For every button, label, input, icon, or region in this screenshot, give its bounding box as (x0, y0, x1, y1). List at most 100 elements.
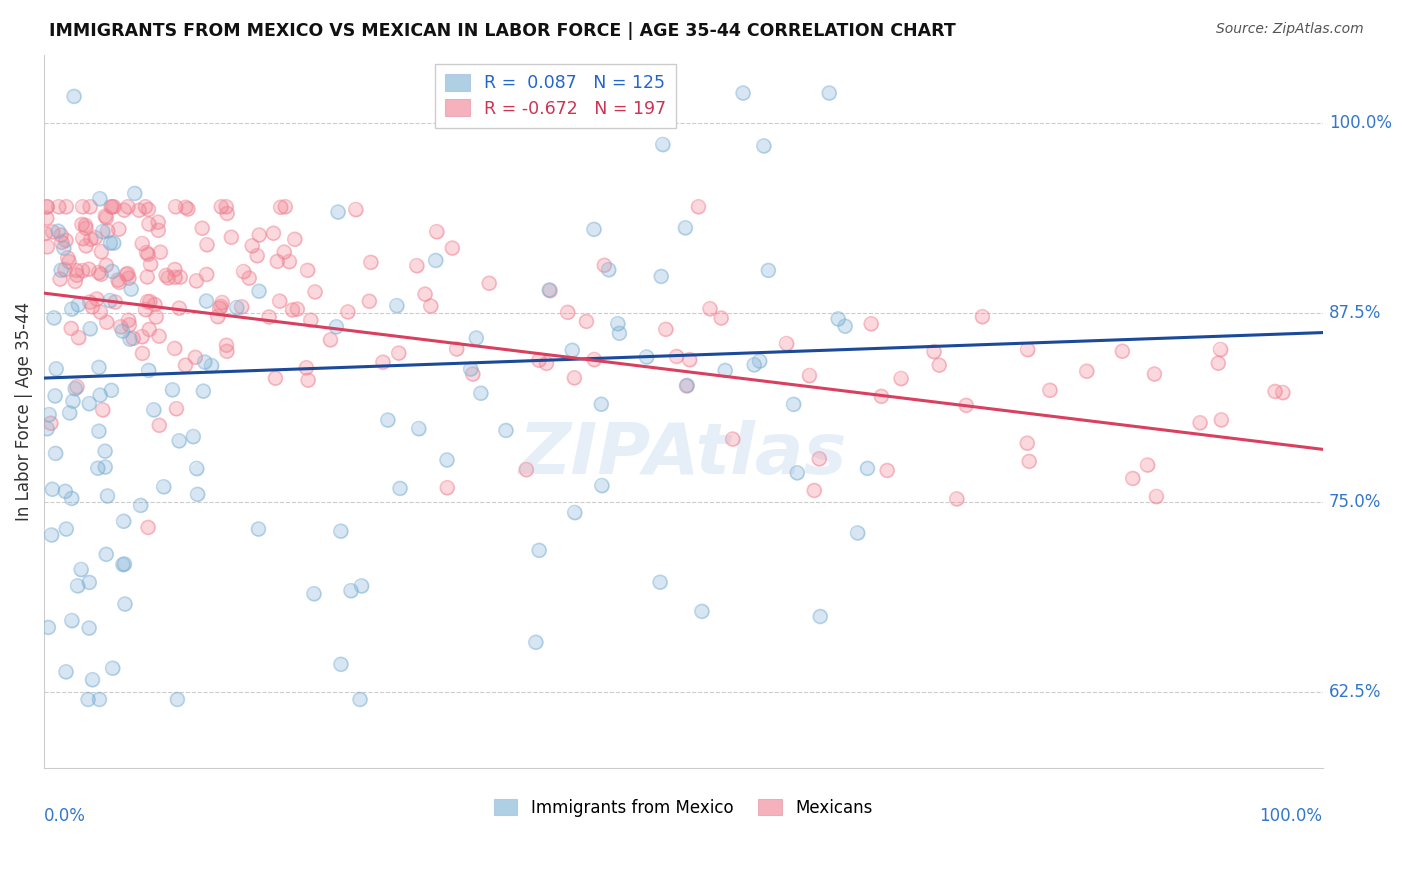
Point (49, 263, 72, 277)
Text: 100.0%: 100.0% (1329, 114, 1392, 132)
Point (269, 294, 291, 309)
Point (527, 543, 550, 558)
Point (405, 259, 427, 273)
Point (136, 247, 159, 261)
Point (856, 461, 879, 475)
Point (60, 491, 83, 506)
Point (60, 614, 83, 628)
Point (928, 358, 950, 372)
Point (108, 276, 131, 290)
Point (72, 200, 94, 214)
Point (297, 373, 319, 387)
Point (67, 298, 90, 312)
Point (676, 378, 699, 392)
Point (742, 358, 765, 372)
Point (49, 228, 72, 243)
Point (56, 251, 79, 265)
Point (860, 317, 883, 331)
Point (70, 218, 93, 232)
Point (174, 358, 197, 372)
Point (1211, 413, 1233, 427)
Point (340, 583, 363, 598)
Point (89, 692, 111, 706)
Point (80, 232, 103, 246)
Point (609, 326, 631, 341)
Point (87, 424, 110, 438)
Point (117, 200, 139, 214)
Point (49, 272, 72, 286)
Point (211, 295, 233, 310)
Point (70, 562, 93, 576)
Point (264, 371, 287, 385)
Point (96, 211, 118, 225)
Point (110, 319, 132, 334)
Point (46, 224, 69, 238)
Point (329, 524, 352, 539)
Point (1122, 471, 1144, 485)
Point (79, 575, 101, 590)
Point (922, 344, 945, 359)
Point (257, 310, 280, 324)
Point (60, 321, 83, 335)
Point (138, 322, 160, 336)
Point (808, 451, 831, 466)
Point (166, 692, 188, 706)
Point (55, 233, 77, 247)
Point (876, 463, 898, 477)
Point (515, 462, 537, 476)
Point (114, 597, 136, 611)
Point (90, 244, 112, 259)
Point (51, 235, 73, 250)
Point (270, 200, 292, 214)
Point (66, 268, 89, 283)
Point (217, 206, 239, 220)
Point (157, 270, 180, 285)
Point (108, 276, 131, 290)
Point (688, 200, 710, 214)
Point (49, 263, 72, 277)
Point (56, 251, 79, 265)
Point (721, 432, 744, 446)
Point (90, 267, 112, 281)
Point (834, 319, 856, 334)
Point (846, 525, 869, 540)
Point (690, 604, 713, 618)
Point (162, 383, 184, 397)
Point (101, 200, 124, 214)
Point (117, 313, 139, 327)
Point (326, 205, 349, 219)
Point (675, 379, 697, 393)
Point (538, 283, 561, 297)
Point (200, 359, 222, 373)
Point (139, 294, 162, 309)
Point (55, 665, 77, 679)
Point (104, 295, 127, 310)
Point (221, 230, 243, 244)
Point (101, 661, 124, 675)
Point (419, 299, 441, 313)
Point (100, 235, 122, 250)
Point (329, 524, 352, 539)
Point (122, 331, 145, 345)
Point (112, 203, 135, 218)
Point (1017, 436, 1039, 450)
Point (329, 657, 352, 672)
Point (827, 311, 849, 326)
Point (209, 200, 232, 214)
Point (876, 463, 898, 477)
Point (60, 321, 83, 335)
Point (591, 397, 613, 411)
Point (808, 609, 831, 624)
Point (59, 406, 82, 420)
Point (79, 200, 101, 214)
Point (606, 317, 628, 331)
Point (955, 398, 977, 412)
Point (142, 402, 165, 417)
Point (690, 604, 713, 618)
Point (37, 620, 59, 634)
Point (128, 203, 150, 218)
Point (1111, 344, 1133, 359)
Point (225, 301, 247, 315)
Point (336, 305, 359, 319)
Point (45, 362, 67, 376)
